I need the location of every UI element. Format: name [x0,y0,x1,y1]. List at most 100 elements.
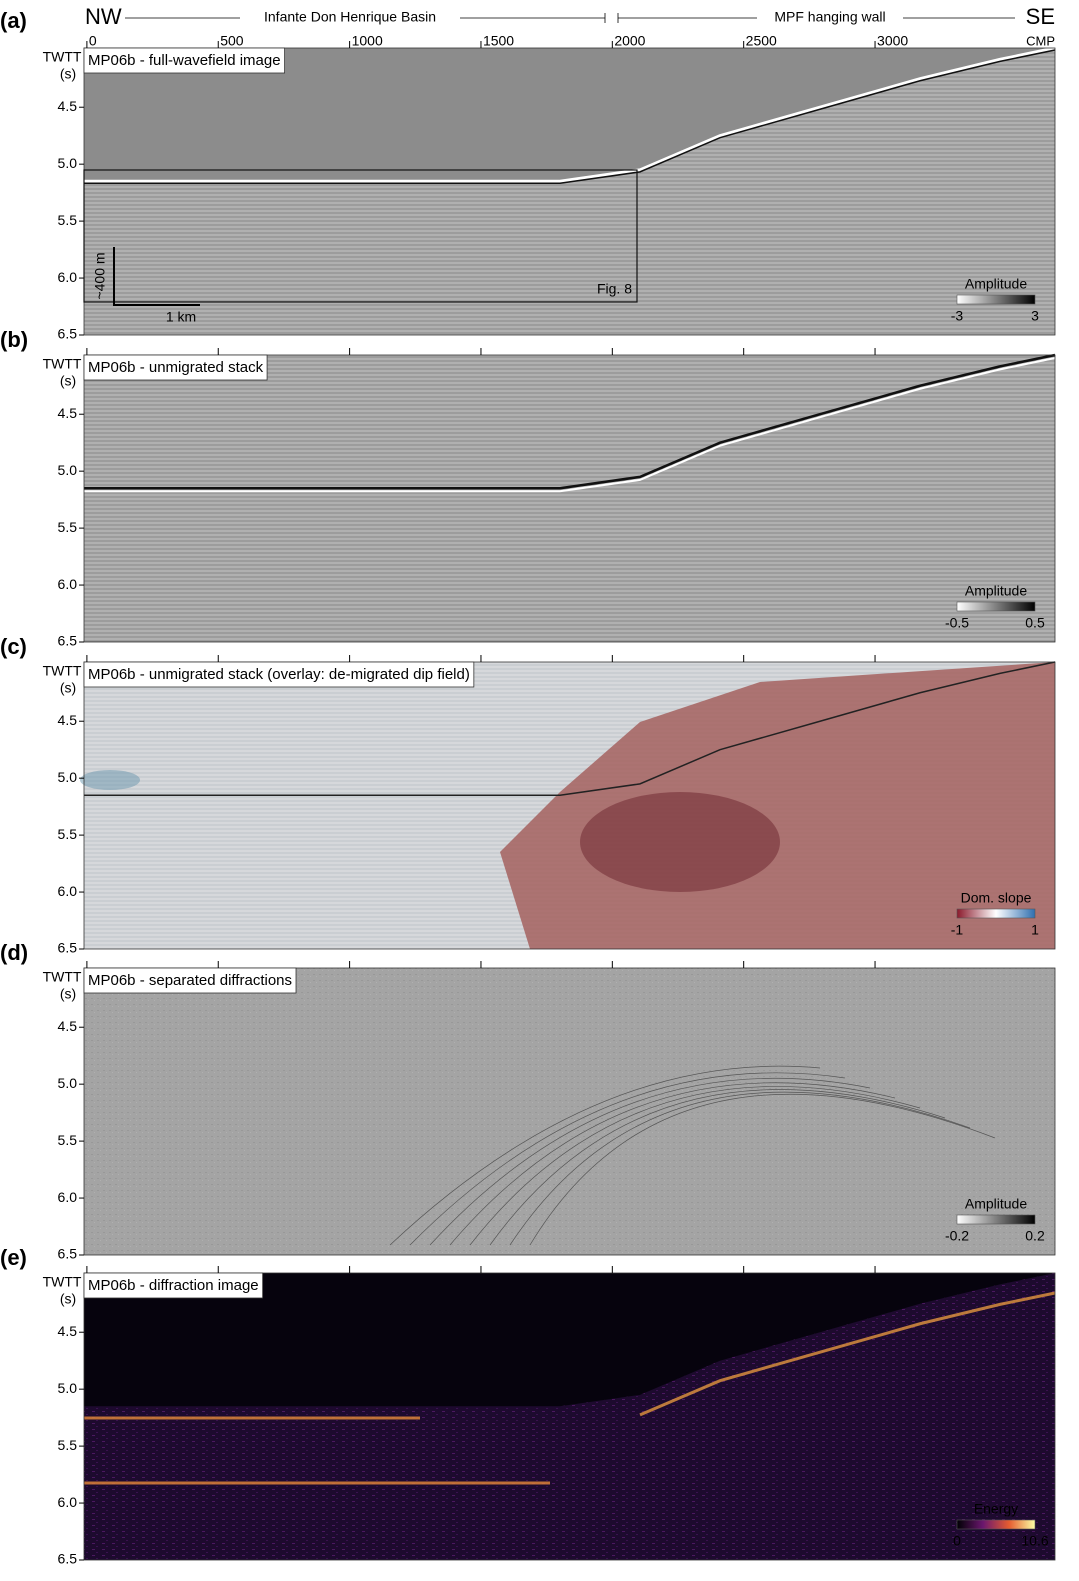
colorbar [956,601,1036,612]
diffraction [529,1093,996,1246]
y-axis-unit: (s) [60,66,76,82]
panel-letter: (a) [0,8,27,33]
legend-max: 10.6 [1021,1533,1048,1549]
x-unit: CMP [1026,33,1055,48]
y-tick-label: 5.0 [58,462,78,478]
title-box [83,1272,264,1299]
diffraction [409,1072,846,1246]
y-axis-label: TWTT [43,1274,82,1290]
x-tick-label: 2000 [614,33,645,49]
diffraction [449,1082,896,1246]
legend-min: -0.2 [945,1228,969,1244]
panel-title: MP06b - separated diffractions [88,972,292,989]
sediment [84,1273,1055,1560]
y-tick-label: 6.0 [58,1494,78,1510]
legend-min: -1 [951,922,964,938]
panel-letter: (e) [0,1245,27,1270]
legend-title: Amplitude [965,276,1027,292]
panel-letter: (b) [0,327,28,352]
x-tick-label: 500 [220,33,244,49]
y-tick-label: 5.0 [58,155,78,171]
x-tick-label: 0 [89,33,97,49]
legend-max: 3 [1031,308,1039,324]
legend-min: -0.5 [945,615,969,631]
panel: (d) MP06b - separated diffractions TWTT(s)… [0,940,1056,1262]
panel-letter: (d) [0,940,28,965]
diffraction [469,1086,921,1246]
y-tick-label: 4.5 [58,1323,78,1339]
y-axis-label: TWTT [43,969,82,985]
y-tick-label: 6.5 [58,326,78,342]
y-tick-label: 4.5 [58,1018,78,1034]
energy-band [639,1291,1056,1417]
dip-overlay [80,770,140,790]
seismic-image [84,968,1055,1255]
y-tick-label: 5.5 [58,212,78,228]
figure-box [83,169,638,303]
panel-title: MP06b - diffraction image [88,1277,259,1294]
plot-frame [83,661,1056,950]
plot-frame [83,967,1056,1256]
legend-max: 1 [1031,922,1039,938]
y-tick-label: 5.0 [58,769,78,785]
diffraction [509,1091,971,1246]
y-axis-label: TWTT [43,356,82,372]
y-tick-label: 6.5 [58,1246,78,1262]
legend-min: -3 [951,308,964,324]
title-box [83,967,297,994]
y-tick-label: 6.5 [58,940,78,956]
x-tick-label: 1000 [352,33,383,49]
title-box [83,354,268,381]
seafloor [84,46,1056,183]
diffraction [489,1089,946,1246]
header-right: SE [1026,4,1055,29]
panel-title: MP06b - unmigrated stack (overlay: de-mi… [88,666,470,683]
y-tick-label: 6.0 [58,883,78,899]
y-axis-unit: (s) [60,680,76,696]
y-tick-label: 6.0 [58,576,78,592]
y-tick-label: 5.5 [58,1437,78,1453]
y-tick-label: 6.0 [58,1189,78,1205]
y-tick-label: 5.0 [58,1075,78,1091]
colorbar [956,1519,1036,1530]
y-tick-label: 6.5 [58,1551,78,1567]
x-tick-label: 3000 [877,33,908,49]
y-tick-label: 5.5 [58,826,78,842]
y-axis-unit: (s) [60,986,76,1002]
panel-title: MP06b - unmigrated stack [88,359,264,376]
header-basin: Infante Don Henrique Basin [264,9,436,25]
diffraction [389,1065,821,1246]
seafloor [84,661,1056,796]
panel-letter: (c) [0,634,27,659]
y-tick-label: 5.5 [58,1132,78,1148]
header-left: NW [85,4,122,29]
dip-overlay [580,792,780,892]
y-axis-unit: (s) [60,373,76,389]
y-axis-label: TWTT [43,663,82,679]
title-box [83,47,285,74]
seafloor [84,353,1056,490]
y-axis-unit: (s) [60,1291,76,1307]
panel: (b) MP06b - unmigrated stack TWTT(s) 4.5 5.0… [0,327,1056,649]
legend-max: 0.5 [1025,615,1045,631]
legend-title: Energy [974,1501,1018,1517]
panel: (a) MP06b - full-wavefield image TWTT(s) 4.… [0,8,1056,342]
y-tick-label: 4.5 [58,712,78,728]
panel: (e) MP06b - diffraction image TWTT(s) 4.5 5.… [0,1245,1056,1567]
header-hanging-wall: MPF hanging wall [774,9,885,25]
panel: (c) MP06b - unmigrated stack (overlay: de… [0,634,1056,956]
y-tick-label: 6.0 [58,269,78,285]
x-tick-label: 1500 [483,33,514,49]
sediment [84,48,1055,335]
box-label: Fig. 8 [597,281,632,297]
legend-title: Amplitude [965,1196,1027,1212]
legend-min: 0 [953,1533,961,1549]
y-tick-label: 5.0 [58,1380,78,1396]
seismic-image [84,355,1055,642]
legend-title: Amplitude [965,583,1027,599]
y-tick-label: 5.5 [58,519,78,535]
y-axis-label: TWTT [43,49,82,65]
plot-frame [83,1272,1056,1561]
title-box [83,661,475,688]
